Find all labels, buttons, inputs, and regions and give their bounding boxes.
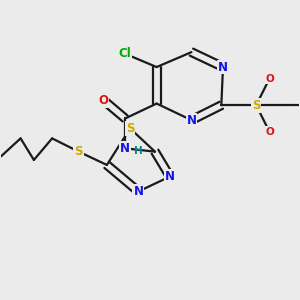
Text: N: N: [120, 142, 130, 155]
Text: N: N: [218, 61, 228, 74]
Text: S: S: [252, 99, 260, 112]
Text: O: O: [98, 94, 109, 107]
Text: N: N: [165, 170, 175, 183]
Text: Cl: Cl: [119, 47, 131, 60]
Text: O: O: [265, 74, 274, 84]
Text: S: S: [74, 145, 83, 158]
Text: N: N: [187, 114, 196, 127]
Text: S: S: [126, 122, 134, 135]
Text: O: O: [265, 127, 274, 137]
Text: H: H: [134, 146, 143, 156]
Text: N: N: [134, 185, 143, 198]
